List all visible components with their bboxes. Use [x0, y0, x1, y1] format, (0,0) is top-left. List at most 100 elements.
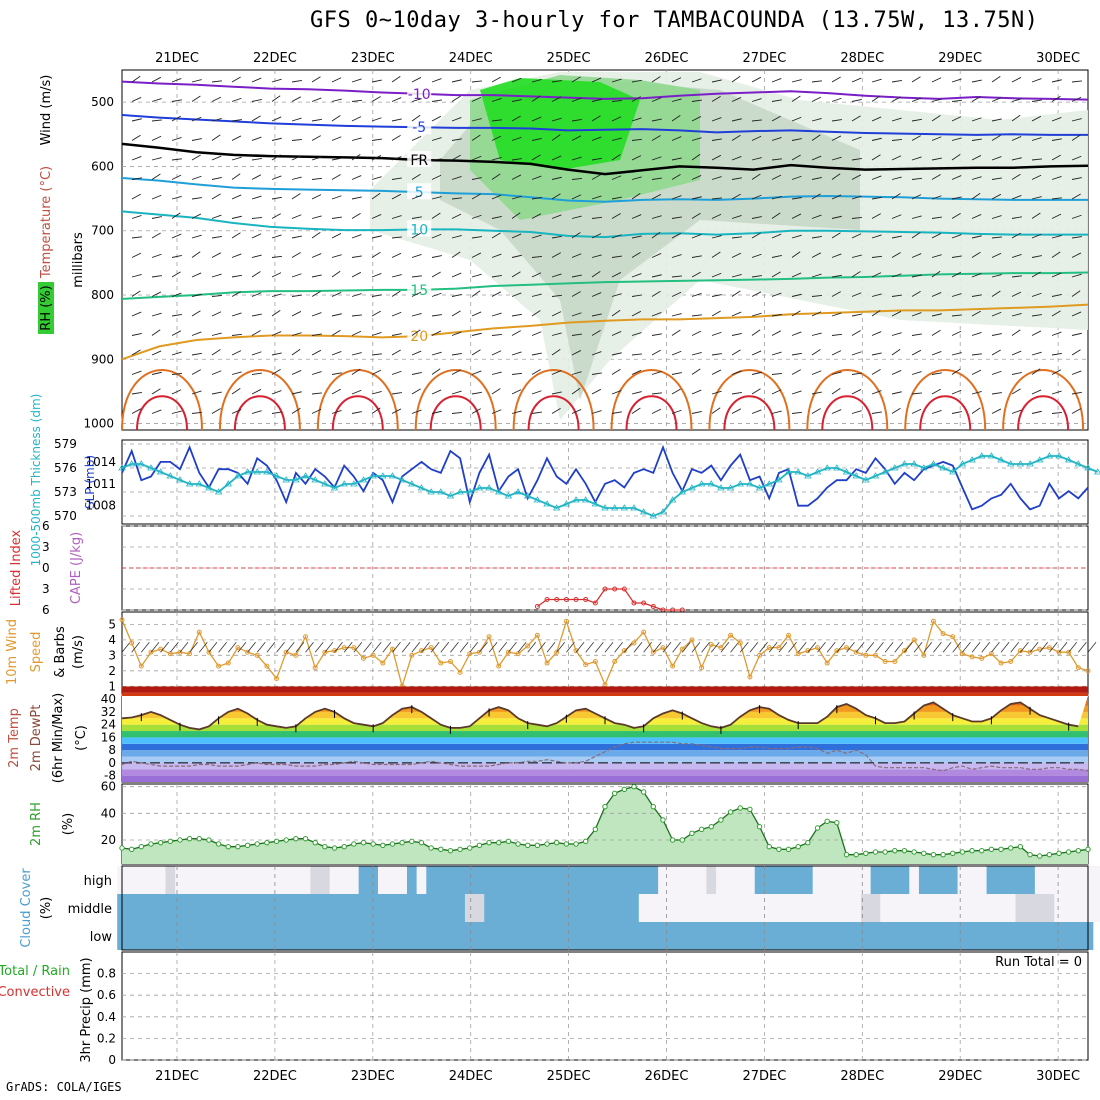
rh-point [824, 818, 830, 825]
wind-barb [751, 157, 762, 161]
temperature-line [121, 701, 1079, 731]
wind-barb [891, 176, 902, 180]
wind-barb [311, 408, 322, 414]
thickness-point [408, 480, 416, 487]
cloud-cell [291, 866, 302, 894]
precip-legend-convective: Convective [0, 985, 70, 1000]
wind-barb [331, 270, 341, 278]
wind-barb [991, 392, 1002, 395]
wind-barb [651, 215, 662, 219]
wind-barb [571, 194, 582, 200]
precip-tick-label: 0.8 [97, 967, 116, 981]
wind-barb [631, 235, 642, 239]
wind-barb [171, 389, 182, 395]
temp-unit-label: (°C) [74, 725, 89, 751]
wind-barb [871, 154, 881, 161]
thickness-point [900, 460, 909, 467]
wind-speed-point [786, 632, 792, 638]
wind-barb [1031, 174, 1042, 180]
cloud-cell [967, 922, 978, 950]
temperature-color-band [122, 762, 1088, 770]
li-tick-label: 0 [42, 561, 50, 575]
rh-point [380, 842, 386, 849]
wind-barb [971, 79, 982, 83]
wind-barb [1031, 271, 1041, 278]
temp-tick-label: 24 [101, 718, 116, 732]
cloud-cell [1015, 894, 1026, 922]
cloud-cell [542, 922, 553, 950]
surface-wind-barb [875, 641, 884, 653]
rh-point [428, 845, 434, 851]
thickness-point [301, 472, 310, 479]
wind-barb [631, 214, 642, 219]
wind-barb [231, 173, 241, 180]
wind-speed-point [235, 645, 241, 651]
warm-isotherm [708, 369, 791, 431]
precip-axis-label: 3hr Precip (mm) [79, 957, 94, 1062]
wind-barb [1071, 214, 1082, 219]
cloud-cell [774, 894, 785, 922]
wind-barb [631, 391, 642, 395]
cloud-cell [648, 894, 659, 922]
rh-point [476, 842, 483, 849]
rh-point [959, 849, 966, 855]
wind-barb [671, 372, 682, 375]
cloud-cell [493, 866, 505, 894]
wind-barb [731, 75, 741, 83]
wind-barb [691, 314, 702, 317]
wind-barb [671, 216, 682, 219]
wind-speed-point [254, 652, 260, 658]
wind-barb [251, 217, 262, 219]
temperature-color-band [122, 731, 1088, 738]
wind-barb [871, 137, 882, 141]
wind-speed-point [892, 659, 898, 665]
wind-barb [531, 369, 541, 375]
wind-barb [671, 409, 682, 414]
wind-barb [971, 353, 982, 356]
thickness-point [949, 468, 957, 475]
cloud-cell [870, 922, 881, 950]
wind-barb [791, 293, 802, 297]
rh-point [486, 839, 492, 846]
rh-point [525, 842, 531, 849]
rh-point [940, 851, 946, 858]
wind-barb [611, 154, 621, 161]
thickness-point [475, 484, 484, 491]
wind-barb [371, 117, 382, 122]
wind-barb [231, 194, 242, 200]
wind-barb [931, 174, 941, 180]
lifted-index-point [641, 600, 647, 606]
li-tick-label: 3 [42, 582, 50, 596]
rh-point [776, 846, 782, 853]
wind-barb [991, 333, 1002, 336]
thickness-point [823, 464, 831, 471]
hot-isotherm [821, 395, 874, 431]
wind-barb [391, 156, 402, 161]
cloud-cell [358, 894, 369, 922]
date-label-top: 23DEC [351, 51, 395, 66]
wind-speed-point [699, 665, 705, 671]
wind-barb [291, 193, 301, 200]
date-label-top: 30DEC [1036, 51, 1080, 66]
thickness-point [340, 480, 348, 487]
wind-barb [551, 311, 562, 317]
wind-barb [1011, 216, 1022, 219]
wind-barb [171, 373, 182, 375]
wind-barb [651, 177, 662, 180]
wind-barb [371, 331, 382, 336]
wind-barb [631, 273, 642, 278]
wind-barb [1071, 311, 1082, 317]
warm-isotherm [806, 369, 889, 431]
cloud-cell [725, 866, 736, 894]
thickness-point [147, 464, 155, 471]
cloud-cell [677, 894, 688, 922]
wind-barb [291, 214, 302, 219]
wind-speed-point [901, 648, 907, 654]
wind-barb [131, 252, 142, 258]
wind-speed-point [534, 632, 540, 638]
cloud-cell [976, 894, 988, 922]
surface-wind-barb [198, 641, 208, 653]
wind-barb [1011, 232, 1021, 239]
cloud-cell [793, 866, 804, 894]
thickness-point [195, 480, 203, 487]
